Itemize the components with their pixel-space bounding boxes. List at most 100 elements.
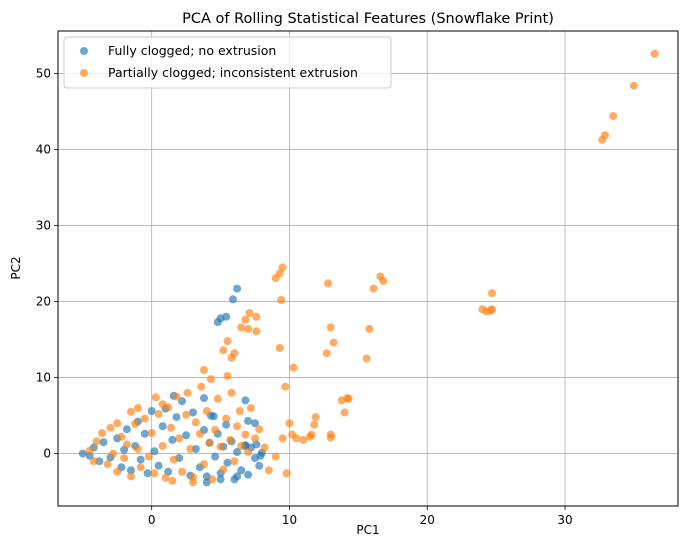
data-point <box>241 396 250 405</box>
data-point <box>158 422 167 431</box>
data-point <box>629 81 638 90</box>
data-point <box>369 284 378 293</box>
data-point <box>226 435 235 444</box>
data-point <box>172 392 181 401</box>
data-point <box>230 457 239 466</box>
data-point <box>140 429 149 438</box>
y-tick-label: 30 <box>36 219 51 233</box>
data-point <box>200 394 208 403</box>
data-point <box>127 472 135 481</box>
data-point <box>195 429 204 438</box>
data-point <box>326 323 335 332</box>
data-point <box>244 324 253 333</box>
data-point <box>99 438 108 447</box>
data-point <box>229 295 237 304</box>
data-point <box>150 469 159 478</box>
data-point <box>609 112 618 121</box>
data-point <box>246 404 255 412</box>
data-point <box>310 420 319 429</box>
data-point <box>154 461 163 470</box>
data-point <box>307 430 316 439</box>
data-point <box>223 372 232 380</box>
data-point <box>219 465 228 474</box>
data-point <box>223 458 232 467</box>
y-tick-label: 20 <box>36 295 51 309</box>
data-point <box>178 467 186 476</box>
data-point <box>191 418 200 427</box>
data-point <box>278 263 287 272</box>
data-point <box>264 466 273 475</box>
data-point <box>292 434 301 443</box>
data-point <box>362 354 371 363</box>
data-point <box>120 454 129 463</box>
data-point <box>235 407 244 415</box>
data-point <box>168 476 177 485</box>
y-tick-label: 0 <box>43 447 51 461</box>
data-point <box>154 410 163 418</box>
legend-label-fully-clogged: Fully clogged; no extrusion <box>108 43 276 58</box>
x-tick-label: 20 <box>420 513 435 527</box>
data-point <box>150 447 159 456</box>
data-point <box>299 435 308 444</box>
y-tick-label: 40 <box>36 143 51 157</box>
data-point <box>113 467 122 476</box>
legend-marker-partially-clogged <box>80 69 88 77</box>
data-point <box>89 457 98 466</box>
data-point <box>147 429 156 437</box>
data-point <box>244 416 253 425</box>
data-point <box>208 475 217 484</box>
data-point <box>222 312 231 321</box>
data-point <box>164 467 173 476</box>
data-point <box>230 349 239 358</box>
data-point <box>189 478 197 487</box>
data-point <box>183 388 192 397</box>
data-point <box>252 312 261 321</box>
data-point <box>168 435 177 444</box>
x-axis-label: PC1 <box>356 523 379 537</box>
x-tick-label: 0 <box>148 513 156 527</box>
data-point <box>650 49 659 58</box>
data-point <box>98 429 107 437</box>
data-point <box>282 469 291 478</box>
x-tick-label: 10 <box>282 513 297 527</box>
data-point <box>344 394 353 403</box>
data-point <box>277 296 286 304</box>
data-point <box>237 442 246 450</box>
data-point <box>289 363 298 372</box>
data-point <box>211 426 220 434</box>
data-point <box>216 475 225 484</box>
data-point <box>136 455 145 464</box>
data-point <box>178 397 186 406</box>
data-point <box>222 414 231 423</box>
data-point <box>237 466 246 475</box>
data-point <box>131 419 140 428</box>
data-point <box>186 445 195 453</box>
series-partially-clogged <box>85 49 659 487</box>
data-point <box>92 437 101 446</box>
data-point <box>255 461 264 470</box>
data-point <box>136 463 145 472</box>
data-point <box>169 455 178 464</box>
data-point <box>278 434 287 443</box>
legend-marker-fully-clogged <box>80 47 88 55</box>
data-point <box>182 431 191 440</box>
legend-box <box>63 36 392 89</box>
data-point <box>143 469 152 478</box>
data-point <box>324 279 332 288</box>
data-point <box>117 432 126 441</box>
data-point <box>326 430 335 439</box>
data-point <box>167 423 175 432</box>
chart-title: PCA of Rolling Statistical Features (Sno… <box>182 11 554 27</box>
data-point <box>233 472 242 481</box>
data-point <box>133 445 142 453</box>
data-point <box>95 457 104 466</box>
points-layer <box>78 49 659 487</box>
data-point <box>172 413 181 422</box>
data-point <box>140 414 149 423</box>
data-point <box>122 425 131 434</box>
data-point <box>255 425 264 434</box>
data-point <box>365 324 374 333</box>
data-point <box>122 440 131 449</box>
data-point <box>241 315 250 324</box>
